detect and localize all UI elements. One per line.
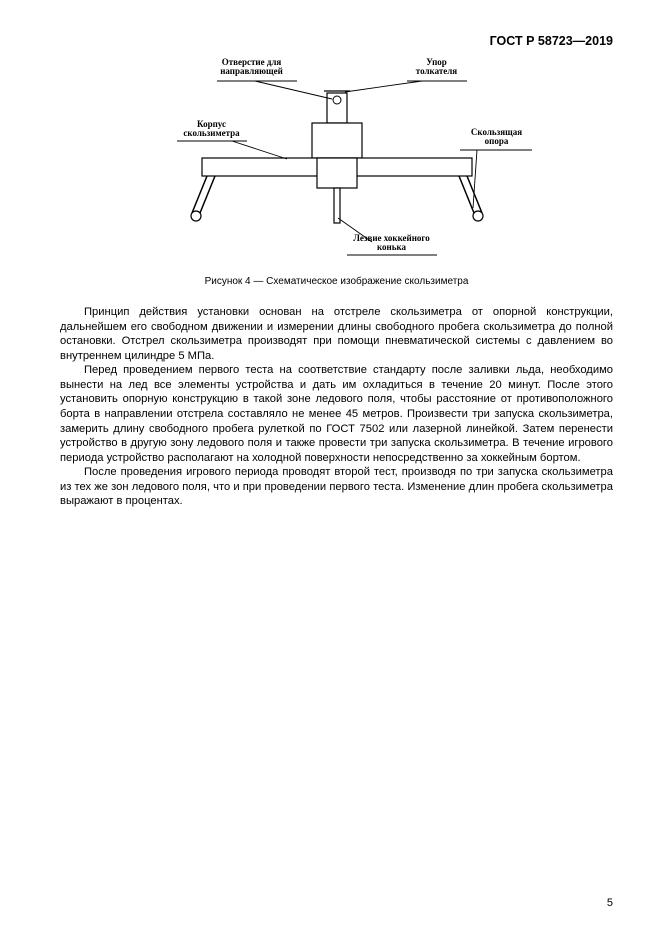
label-line: скользиметра	[183, 128, 239, 138]
figure-diagram: Отверстие для направляющей Упор толкател…	[137, 58, 537, 268]
label-hole: Отверстие для направляющей	[207, 58, 297, 76]
paragraph-2: Перед проведением первого теста на соотв…	[60, 363, 613, 465]
page-number: 5	[607, 897, 613, 909]
figure-container: Отверстие для направляющей Упор толкател…	[60, 58, 613, 268]
label-blade: Лезвие хоккейного конька	[337, 234, 447, 252]
page: ГОСТ Р 58723—2019 Отверстие для направля…	[0, 0, 661, 935]
label-line: толкателя	[416, 66, 457, 76]
document-id: ГОСТ Р 58723—2019	[60, 34, 613, 48]
figure-caption: Рисунок 4 — Схематическое изображение ск…	[60, 276, 613, 287]
label-stop: Упор толкателя	[402, 58, 472, 76]
paragraph-1: Принцип действия установки основан на от…	[60, 305, 613, 363]
paragraph-3: После проведения игрового периода провод…	[60, 465, 613, 509]
label-support: Скользящая опора	[457, 128, 537, 146]
label-line: конька	[377, 242, 406, 252]
label-line: направляющей	[220, 66, 283, 76]
label-line: опора	[485, 136, 509, 146]
label-body: Корпус скользиметра	[172, 120, 252, 138]
